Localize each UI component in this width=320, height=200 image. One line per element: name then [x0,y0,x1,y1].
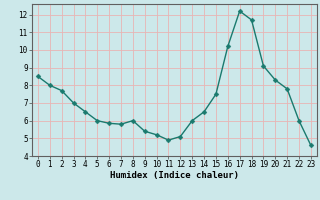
X-axis label: Humidex (Indice chaleur): Humidex (Indice chaleur) [110,171,239,180]
